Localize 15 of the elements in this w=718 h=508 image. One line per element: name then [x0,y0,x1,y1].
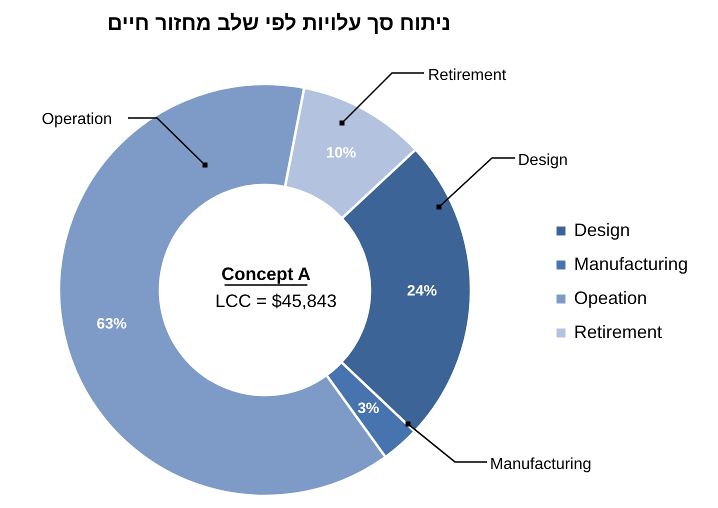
legend-label: Opeation [574,288,648,308]
text: Design [518,152,568,169]
text: Retirement [428,67,507,84]
text: Operation [42,111,112,128]
legend-label: Manufacturing [574,254,688,274]
text: LCC = $45,843 [215,291,337,311]
text: Manufacturing [490,456,592,473]
data-label: 10% [326,144,356,162]
text: Concept A [221,264,311,284]
legend-label: Retirement [574,322,662,342]
legend-label: Design [574,220,630,240]
data-label: 3% [358,400,380,418]
data-label: 24% [406,282,438,300]
chart-title: ניתוח סך עלויות לפי שלב מחזור חיים [107,12,451,35]
data-label: 63% [96,316,127,333]
